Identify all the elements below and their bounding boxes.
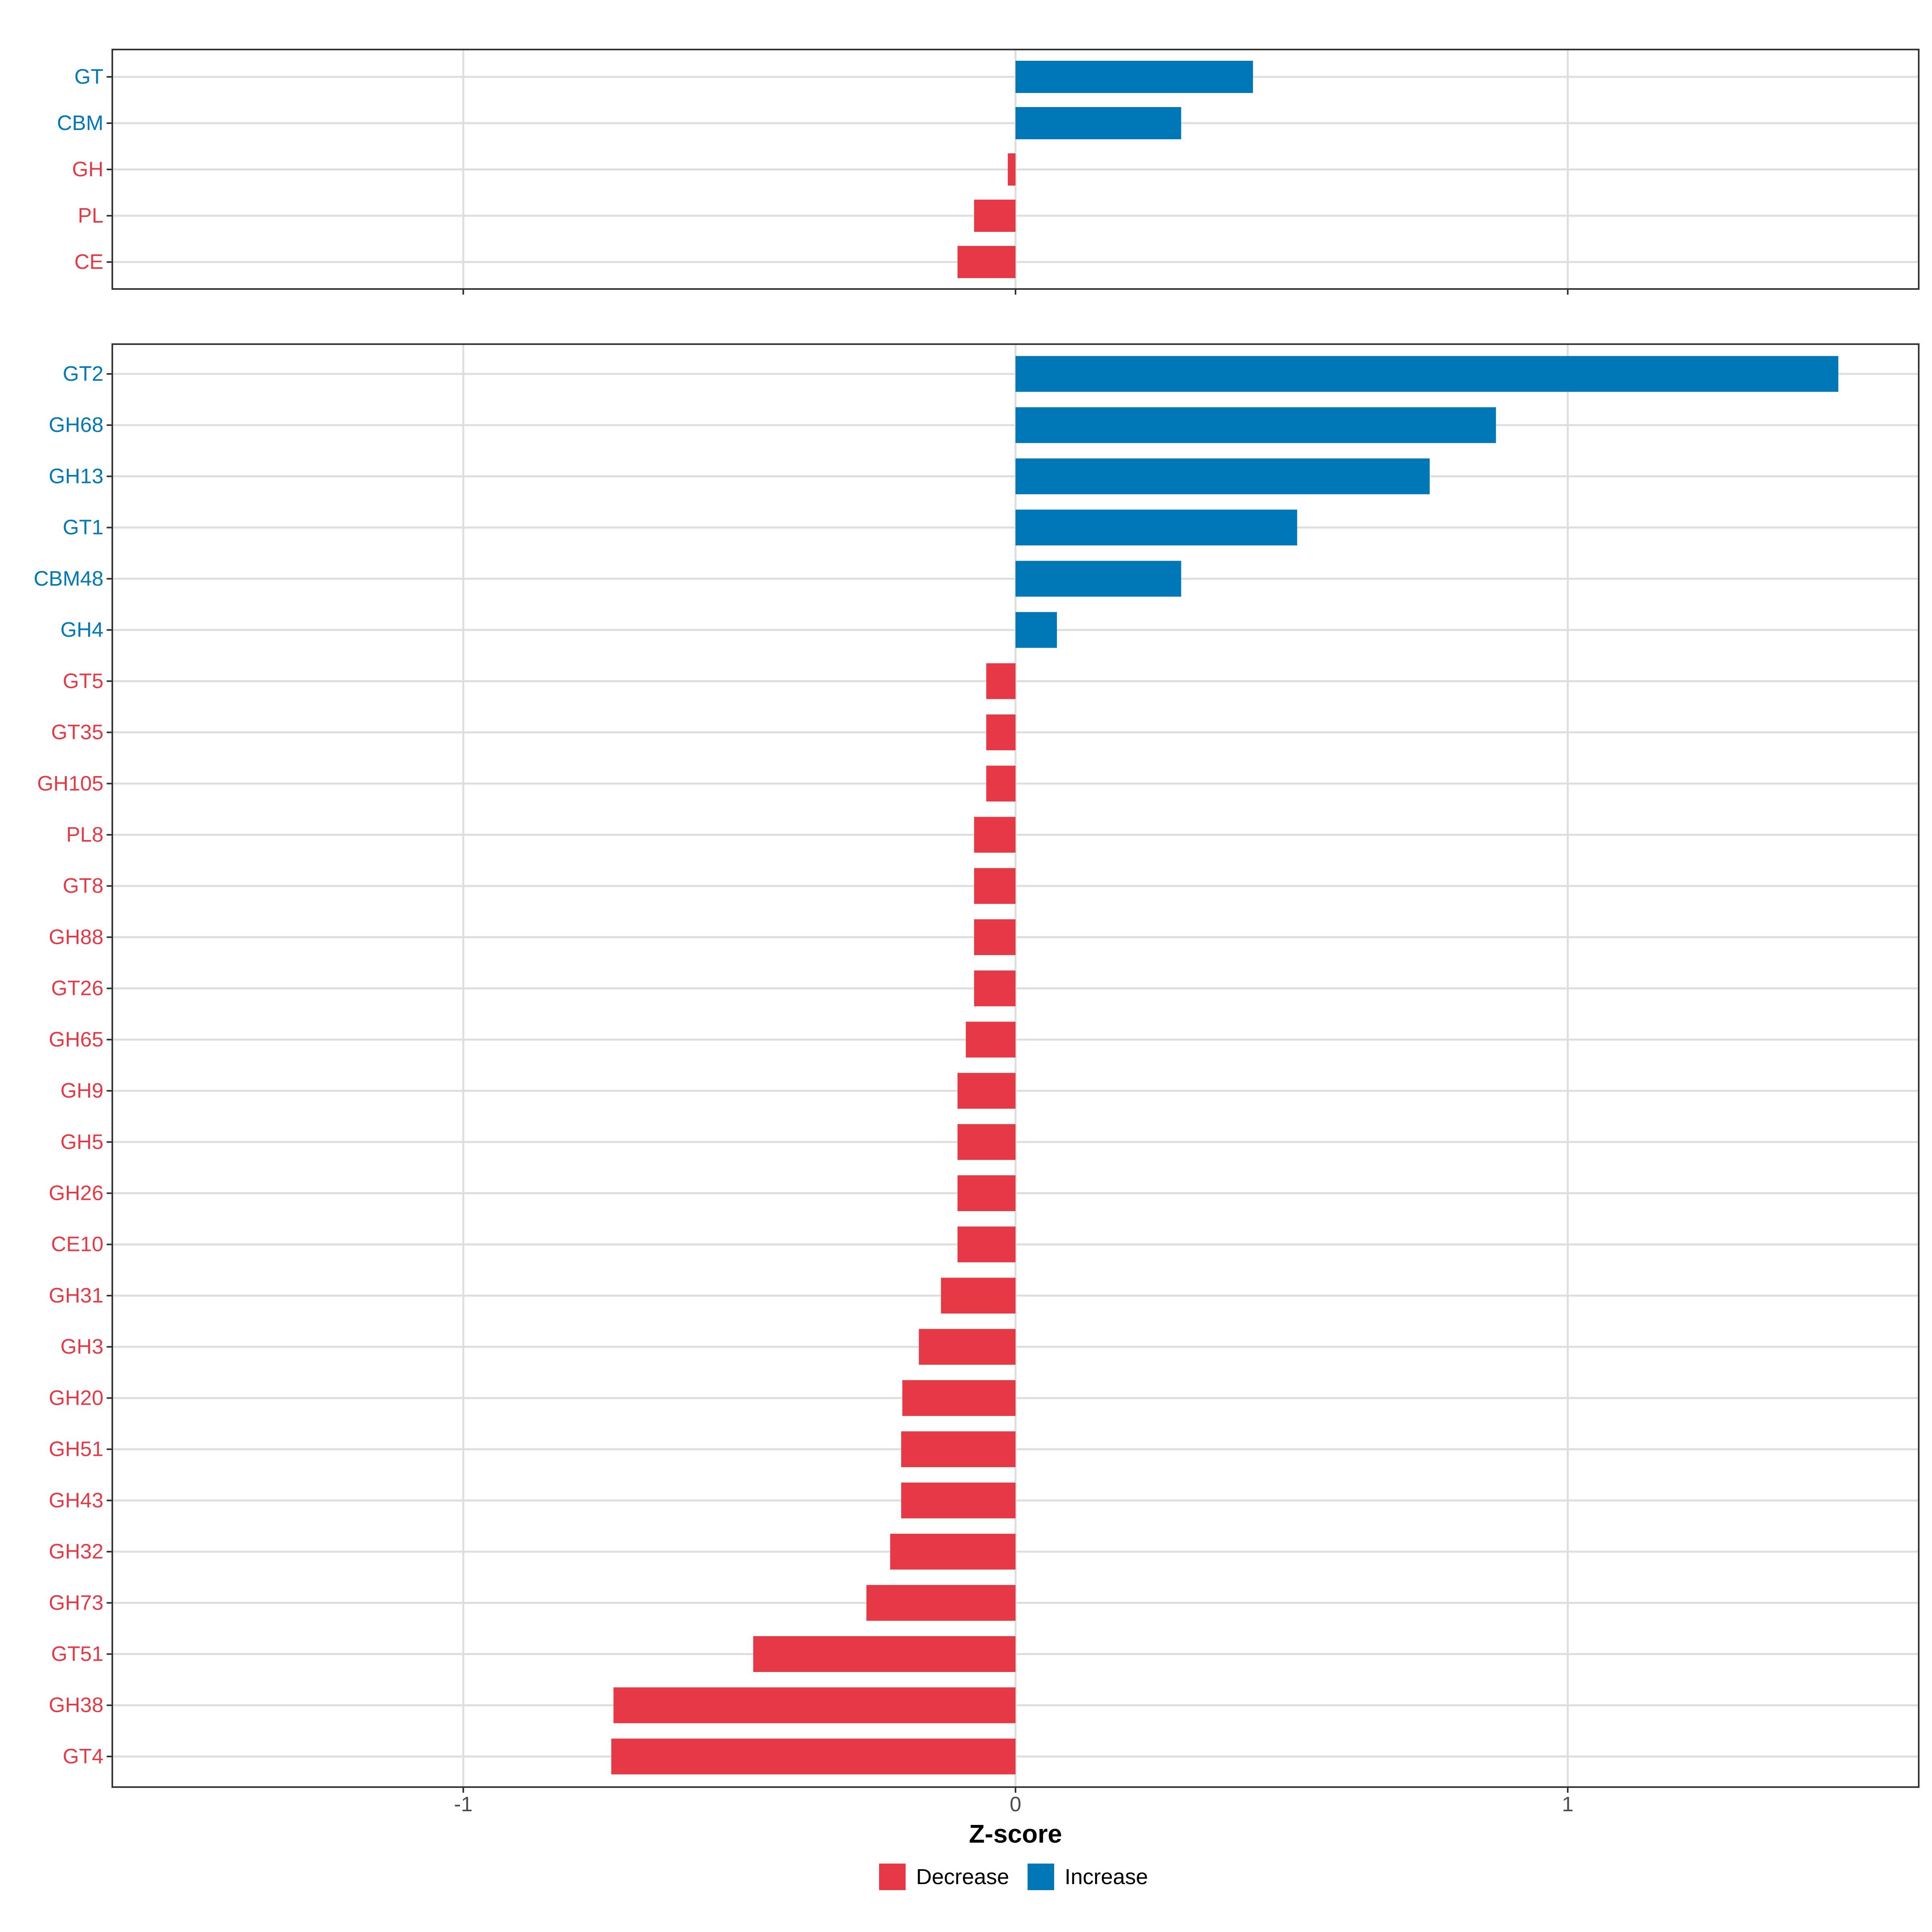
y-tick-label: CE: [74, 250, 103, 274]
bar-gt26: [974, 970, 1016, 1007]
y-tick-label: GH32: [49, 1540, 103, 1563]
bar-cbm48: [1016, 561, 1181, 597]
legend-key-increase: [1028, 1864, 1054, 1890]
y-tick-label: GH20: [49, 1386, 103, 1410]
bar-gh68: [1016, 407, 1496, 443]
y-tick-label: GH26: [49, 1182, 103, 1205]
x-tick-label: -1: [454, 1793, 473, 1816]
legend-label-increase: Increase: [1065, 1865, 1148, 1889]
bar-gt51: [753, 1636, 1016, 1672]
y-tick-label: GH68: [49, 413, 103, 437]
bar-gh20: [902, 1380, 1016, 1416]
legend: Decrease Increase: [879, 1864, 1148, 1890]
bar-gh5: [957, 1124, 1016, 1160]
y-tick-label: GT26: [51, 977, 103, 1000]
y-tick-label: PL8: [66, 823, 103, 846]
panel-family: GT2 GH68 GH13 GT1 CBM48 GH4 GT5 GT35 GH105 PL8 GT8…: [34, 343, 1920, 1793]
bar-gh105: [986, 766, 1016, 802]
y-tick-label: GH13: [49, 464, 103, 488]
y-tick-label: GH3: [60, 1335, 103, 1358]
bar-gh51: [901, 1431, 1016, 1468]
y-tick-label: GH4: [60, 618, 103, 642]
bar-ce10: [957, 1226, 1016, 1263]
y-tick-label: GH43: [49, 1489, 103, 1512]
bar-gt5: [986, 663, 1016, 699]
y-tick-label: GH65: [49, 1028, 103, 1051]
bar-gt1: [1016, 510, 1297, 546]
y-tick-label: CBM: [57, 111, 103, 135]
y-tick-label: GH51: [49, 1438, 103, 1461]
y-tick-label: GH9: [60, 1079, 103, 1102]
y-tick-label: GT: [74, 65, 103, 89]
y-tick-label: GT8: [63, 874, 103, 898]
bar-gh26: [957, 1175, 1016, 1212]
bar-cbm: [1016, 107, 1181, 139]
y-tick-label: GT2: [63, 362, 103, 386]
y-tick-label: GH31: [49, 1284, 103, 1307]
bar-gh43: [901, 1482, 1016, 1519]
bar-gh88: [974, 919, 1016, 955]
y-tick-label: GT1: [63, 516, 103, 539]
bar-gt4: [611, 1738, 1016, 1775]
y-tick-label: CBM48: [34, 567, 103, 590]
y-tick-label: GH73: [49, 1591, 103, 1614]
y-tick-label: PL: [78, 204, 103, 227]
y-tick-label: GT51: [51, 1643, 103, 1666]
legend-label-decrease: Decrease: [916, 1865, 1009, 1889]
bar-gt: [1016, 61, 1253, 93]
x-axis: -1 0 1: [454, 1793, 1574, 1816]
y-tick-label: GH105: [37, 772, 103, 795]
bar-gh9: [957, 1073, 1016, 1109]
x-axis-title: Z-score: [969, 1819, 1062, 1848]
bar-gh4: [1016, 612, 1057, 648]
bar-gt2: [1016, 356, 1839, 392]
bar-pl8: [974, 817, 1016, 853]
y-tick-label: GT35: [51, 721, 103, 744]
y-tick-label: GH5: [60, 1130, 103, 1154]
x-tick-label: 1: [1562, 1793, 1574, 1816]
bar-gt8: [974, 868, 1016, 904]
bar-gh38: [613, 1687, 1016, 1724]
panel-class: GT CBM GH PL CE: [57, 49, 1920, 295]
bar-gh32: [890, 1534, 1016, 1570]
legend-key-decrease: [879, 1864, 906, 1890]
y-tick-label: GH38: [49, 1694, 103, 1717]
bar-gh13: [1016, 458, 1430, 494]
y-tick-label: GH: [72, 158, 103, 181]
y-tick-label: GH88: [49, 925, 103, 949]
bar-gt35: [986, 714, 1016, 751]
bar-gh: [1007, 153, 1016, 186]
bar-gh65: [966, 1022, 1016, 1058]
bar-ce: [957, 246, 1016, 278]
bar-gh73: [866, 1585, 1016, 1621]
y-tick-label: GT5: [63, 669, 103, 693]
y-tick-label: CE10: [51, 1233, 103, 1256]
bar-pl: [974, 200, 1016, 232]
x-tick-label: 0: [1010, 1793, 1022, 1816]
bar-gh31: [941, 1278, 1016, 1314]
bar-gh3: [919, 1329, 1016, 1365]
y-tick-label: GT4: [63, 1745, 103, 1768]
